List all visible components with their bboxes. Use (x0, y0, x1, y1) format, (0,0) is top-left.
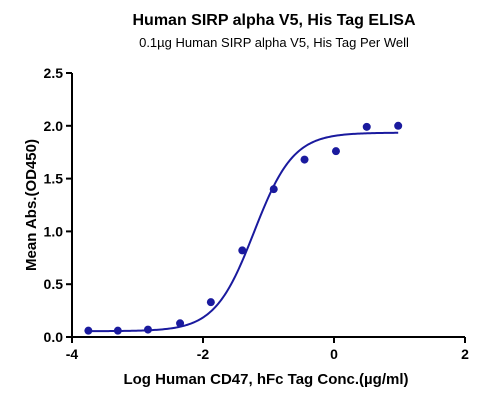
data-points (84, 121, 403, 335)
y-tick-label: 2.0 (44, 118, 64, 134)
x-axis-label: Log Human CD47, hFc Tag Conc.(µg/ml) (123, 371, 408, 388)
y-axis-ticks: 0.0 0.5 1.0 1.5 2.0 2.5 (44, 65, 72, 345)
y-tick-label: 2.5 (44, 65, 64, 81)
data-point (238, 246, 247, 255)
fit-curve (88, 131, 399, 333)
data-point (300, 155, 309, 164)
data-point (176, 319, 185, 328)
y-tick-label: 0.0 (44, 329, 64, 345)
x-axis-ticks: -4 -2 0 2 (66, 337, 469, 362)
data-point (269, 185, 278, 194)
y-axis-label: Mean Abs.(OD450) (23, 139, 40, 271)
y-tick-label: 1.5 (44, 171, 64, 187)
y-tick-label: 0.5 (44, 276, 64, 292)
x-tick-label: -2 (197, 346, 210, 362)
x-tick-label: 0 (330, 346, 338, 362)
chart-subtitle: 0.1µg Human SIRP alpha V5, His Tag Per W… (139, 35, 409, 50)
y-tick-label: 1.0 (44, 223, 64, 239)
x-tick-label: 2 (461, 346, 469, 362)
data-point (331, 147, 340, 156)
data-point (362, 122, 371, 131)
data-point (394, 121, 403, 130)
data-point (113, 326, 122, 335)
data-point (206, 298, 215, 307)
data-point (143, 325, 152, 334)
data-point (84, 326, 93, 335)
x-tick-label: -4 (66, 346, 79, 362)
chart-title: Human SIRP alpha V5, His Tag ELISA (132, 12, 415, 29)
